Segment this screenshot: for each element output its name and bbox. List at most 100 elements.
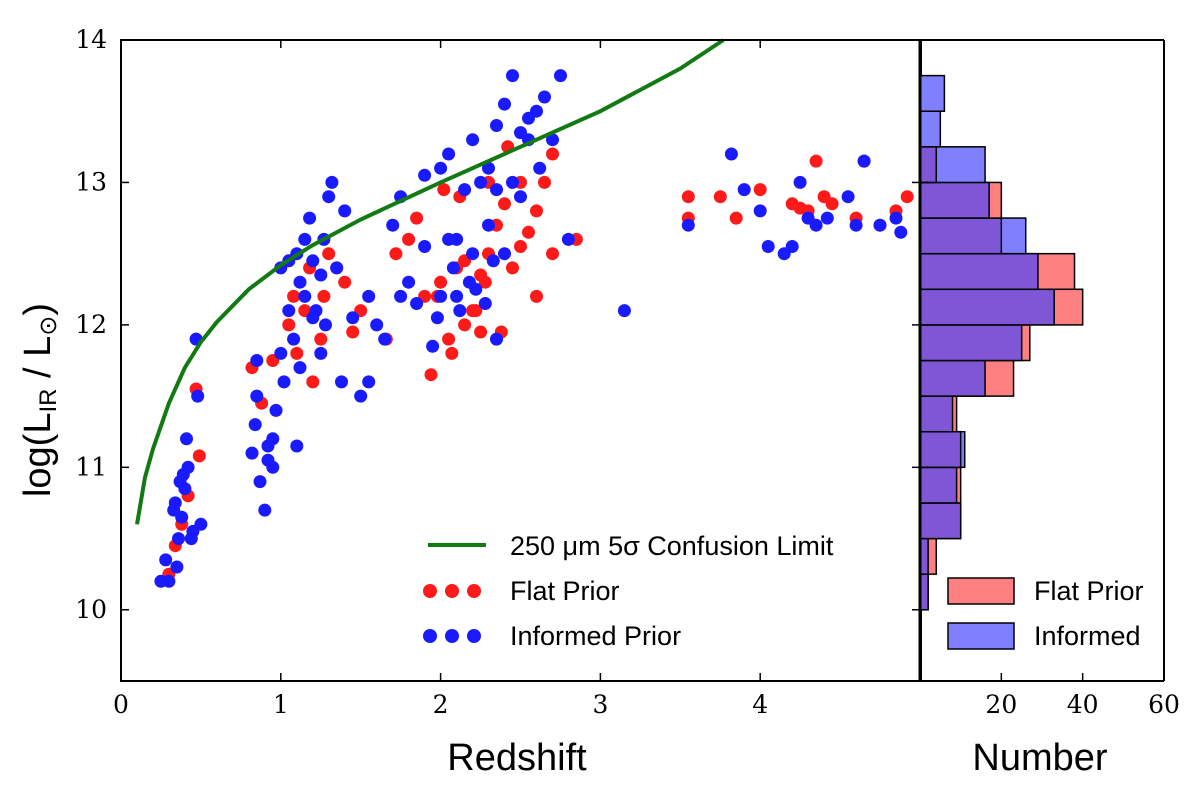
informed-point-56 [410, 297, 424, 310]
informed-point-121 [261, 439, 275, 453]
histogram-panel: 20 40 60 Flat Prior Informed Number [918, 39, 1180, 779]
informed-point-42 [338, 204, 352, 218]
informed-point-101 [809, 218, 823, 232]
informed-point-2 [162, 574, 176, 588]
informed-point-107 [889, 211, 903, 225]
informed-point-103 [841, 190, 855, 204]
legend-hist-informed-label: Informed [1034, 621, 1141, 651]
y-tick-label-2: 12 [75, 310, 107, 339]
informed-point-90 [561, 232, 575, 246]
scatter-legend: 250 μm 5σ Confusion Limit Flat Prior Inf… [423, 531, 834, 651]
informed-point-34 [306, 254, 320, 268]
hist-overlap-bar-9 [919, 252, 1039, 291]
flat-point-47 [469, 304, 483, 318]
hist-overlap-bar-2 [919, 502, 962, 540]
informed-point-99 [793, 175, 807, 189]
flat-point-37 [506, 261, 519, 275]
informed-point-18 [245, 446, 259, 460]
informed-point-13 [191, 389, 205, 403]
informed-point-68 [506, 69, 519, 83]
y-label-mid: / L [17, 336, 59, 389]
informed-point-65 [482, 218, 495, 232]
informed-point-119 [298, 232, 312, 246]
informed-point-66 [490, 119, 503, 132]
y-label-end: ) [17, 303, 59, 316]
y-label-main: log(L [17, 413, 59, 498]
informed-point-76 [446, 261, 460, 275]
flat-point-21 [287, 289, 301, 303]
informed-point-36 [314, 346, 328, 360]
informed-point-32 [298, 289, 312, 303]
hist-overlap-bar-3 [919, 466, 958, 504]
hist-overlap-bar-6 [919, 359, 986, 397]
hist-x-tick-label-2: 60 [1148, 690, 1180, 719]
informed-point-120 [319, 318, 332, 332]
legend-flat-marker-3 [467, 584, 481, 598]
informed-point-20 [250, 389, 264, 403]
informed-point-94 [737, 183, 751, 197]
informed-point-113 [490, 183, 503, 197]
x-tick-label-1: 1 [273, 690, 289, 719]
informed-point-88 [442, 147, 456, 161]
hist-informed-bar-14 [919, 74, 946, 112]
flat-point-4 [192, 449, 206, 463]
histogram-tick-labels: 20 40 60 [985, 690, 1179, 719]
flat-point-23 [389, 247, 403, 261]
flat-point-17 [346, 325, 360, 339]
hist-overlap-bar-12 [919, 146, 938, 184]
flat-point-46 [437, 183, 451, 197]
hist-informed-bar-13 [919, 110, 942, 148]
informed-point-95 [753, 204, 767, 218]
x-tick-label-2: 2 [433, 690, 449, 719]
informed-point-52 [314, 268, 328, 282]
informed-point-86 [482, 161, 495, 175]
flat-point-55 [474, 268, 488, 282]
flat-point-68 [809, 154, 823, 168]
informed-point-112 [394, 289, 408, 303]
hist-x-tick-label-0: 20 [985, 690, 1017, 719]
informed-point-12 [184, 532, 198, 546]
flat-point-16 [338, 275, 352, 289]
informed-point-85 [506, 175, 519, 189]
informed-point-67 [498, 97, 511, 111]
informed-point-50 [293, 361, 307, 375]
informed-point-22 [258, 503, 272, 517]
legend-informed-marker-1 [423, 629, 437, 643]
hist-overlap-bar-8 [919, 288, 1055, 326]
informed-point-73 [546, 133, 559, 147]
informed-point-51 [306, 311, 320, 325]
informed-point-21 [253, 475, 267, 489]
flat-point-51 [546, 147, 559, 161]
informed-point-45 [362, 375, 376, 389]
informed-point-87 [466, 133, 480, 147]
informed-point-105 [857, 154, 871, 168]
informed-point-64 [474, 175, 488, 189]
informed-point-83 [469, 282, 483, 296]
informed-point-44 [354, 389, 368, 403]
flat-point-40 [530, 204, 543, 218]
legend-hist-flat-label: Flat Prior [1034, 576, 1144, 606]
y-tick-label-4: 14 [75, 25, 107, 54]
y-tick-label-3: 13 [75, 167, 107, 196]
flat-point-28 [434, 275, 448, 289]
flat-point-24 [402, 232, 416, 246]
informed-point-84 [498, 247, 511, 261]
flat-point-31 [458, 318, 472, 332]
legend-limit-label: 250 μm 5σ Confusion Limit [510, 531, 834, 561]
y-tick-label-1: 11 [75, 452, 107, 481]
informed-point-106 [873, 218, 887, 232]
hist-overlap-bar-4 [919, 430, 962, 469]
informed-point-104 [849, 218, 863, 232]
flat-point-14 [322, 247, 336, 261]
flat-point-41 [538, 175, 551, 189]
legend-informed-label: Informed Prior [510, 621, 681, 651]
legend-flat-marker-2 [445, 584, 459, 598]
hist-overlap-bar-5 [919, 395, 954, 433]
flat-point-9 [282, 318, 296, 332]
flat-point-10 [290, 346, 304, 360]
x-tick-label-0: 0 [113, 690, 129, 719]
informed-point-4 [172, 532, 185, 546]
informed-point-33 [303, 211, 317, 225]
informed-point-43 [346, 311, 360, 325]
